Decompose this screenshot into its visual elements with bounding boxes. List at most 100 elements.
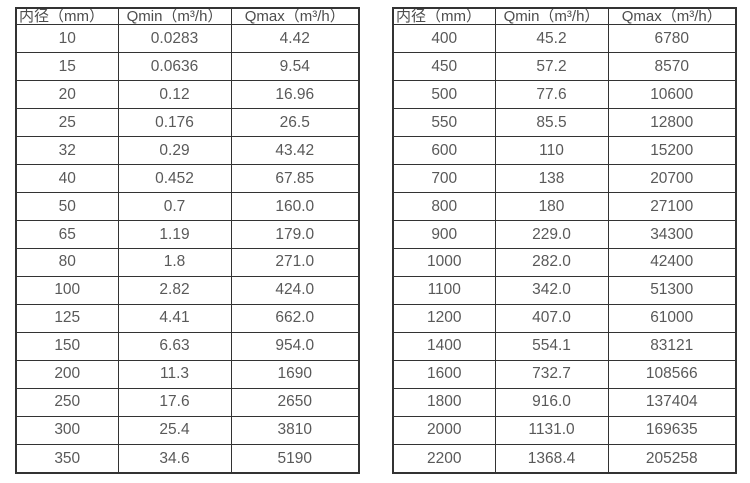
diameter-cell: 10 — [15, 24, 119, 53]
diameter-cell: 800 — [392, 191, 496, 221]
qmin-cell: 342.0 — [494, 275, 609, 305]
table-row: 1200 407.0 61000 — [392, 303, 737, 333]
table-body: 400 45.2 6780 450 57.2 8570 500 77.6 10600 550 85.… — [392, 24, 737, 474]
table-row: 550 85.5 12800 — [392, 107, 737, 137]
diameter-cell: 1400 — [392, 331, 496, 361]
diameter-cell: 100 — [15, 275, 119, 305]
qmin-cell: 110 — [494, 135, 609, 165]
qmax-cell: 424.0 — [230, 275, 360, 305]
flow-spec-table-small-diameters: 内径（mm） Qmin（m³/h） Qmax（m³/h） 10 0.0283 4.4… — [15, 7, 360, 474]
qmax-cell: 43.42 — [230, 135, 360, 165]
qmin-cell: 0.29 — [117, 135, 232, 165]
qmin-cell: 0.7 — [117, 191, 232, 221]
table-row: 10 0.0283 4.42 — [15, 24, 360, 53]
table-row: 900 229.0 34300 — [392, 219, 737, 249]
table-row: 800 180 27100 — [392, 191, 737, 221]
diameter-cell: 900 — [392, 219, 496, 249]
table-row: 20 0.12 16.96 — [15, 79, 360, 109]
qmax-cell: 42400 — [607, 247, 737, 277]
qmin-cell: 34.6 — [117, 443, 232, 474]
table-row: 1100 342.0 51300 — [392, 275, 737, 305]
diameter-cell: 65 — [15, 219, 119, 249]
column-header-qmin: Qmin（m³/h） — [494, 7, 609, 25]
header-row: 内径（mm） Qmin（m³/h） Qmax（m³/h） — [392, 7, 737, 25]
qmin-cell: 25.4 — [117, 415, 232, 445]
qmax-cell: 662.0 — [230, 303, 360, 333]
qmin-cell: 554.1 — [494, 331, 609, 361]
table-row: 1400 554.1 83121 — [392, 331, 737, 361]
table-row: 2000 1131.0 169635 — [392, 415, 737, 445]
qmin-cell: 180 — [494, 191, 609, 221]
table-row: 32 0.29 43.42 — [15, 135, 360, 165]
column-header-diameter: 内径（mm） — [392, 7, 496, 25]
table-row: 40 0.452 67.85 — [15, 163, 360, 193]
diameter-cell: 150 — [15, 331, 119, 361]
table-row: 700 138 20700 — [392, 163, 737, 193]
table-row: 400 45.2 6780 — [392, 24, 737, 53]
column-header-qmax: Qmax（m³/h） — [607, 7, 737, 25]
diameter-cell: 1000 — [392, 247, 496, 277]
column-header-qmax: Qmax（m³/h） — [230, 7, 360, 25]
qmax-cell: 137404 — [607, 387, 737, 417]
qmin-cell: 77.6 — [494, 79, 609, 109]
diameter-cell: 200 — [15, 359, 119, 389]
qmin-cell: 1.19 — [117, 219, 232, 249]
diameter-cell: 1600 — [392, 359, 496, 389]
qmax-cell: 20700 — [607, 163, 737, 193]
flow-spec-table-large-diameters: 内径（mm） Qmin（m³/h） Qmax（m³/h） 400 45.2 6780… — [392, 7, 737, 474]
header-row: 内径（mm） Qmin（m³/h） Qmax（m³/h） — [15, 7, 360, 25]
qmin-cell: 17.6 — [117, 387, 232, 417]
diameter-cell: 20 — [15, 79, 119, 109]
qmin-cell: 138 — [494, 163, 609, 193]
diameter-cell: 2000 — [392, 415, 496, 445]
qmax-cell: 160.0 — [230, 191, 360, 221]
qmax-cell: 12800 — [607, 107, 737, 137]
qmin-cell: 0.452 — [117, 163, 232, 193]
diameter-cell: 1200 — [392, 303, 496, 333]
qmin-cell: 0.0283 — [117, 24, 232, 53]
qmax-cell: 15200 — [607, 135, 737, 165]
qmin-cell: 1.8 — [117, 247, 232, 277]
diameter-cell: 40 — [15, 163, 119, 193]
table-row: 450 57.2 8570 — [392, 51, 737, 81]
qmin-cell: 4.41 — [117, 303, 232, 333]
table-row: 1000 282.0 42400 — [392, 247, 737, 277]
qmin-cell: 0.12 — [117, 79, 232, 109]
qmax-cell: 61000 — [607, 303, 737, 333]
diameter-cell: 600 — [392, 135, 496, 165]
qmax-cell: 8570 — [607, 51, 737, 81]
table-row: 150 6.63 954.0 — [15, 331, 360, 361]
table-body: 10 0.0283 4.42 15 0.0636 9.54 20 0.12 16.96 25 0.1… — [15, 24, 360, 474]
qmin-cell: 1368.4 — [494, 443, 609, 474]
qmax-cell: 3810 — [230, 415, 360, 445]
diameter-cell: 300 — [15, 415, 119, 445]
table-row: 500 77.6 10600 — [392, 79, 737, 109]
diameter-cell: 550 — [392, 107, 496, 137]
table-row: 1800 916.0 137404 — [392, 387, 737, 417]
qmax-cell: 271.0 — [230, 247, 360, 277]
qmin-cell: 85.5 — [494, 107, 609, 137]
table-row: 1600 732.7 108566 — [392, 359, 737, 389]
qmax-cell: 6780 — [607, 24, 737, 53]
qmin-cell: 57.2 — [494, 51, 609, 81]
table-row: 250 17.6 2650 — [15, 387, 360, 417]
qmax-cell: 179.0 — [230, 219, 360, 249]
table-row: 300 25.4 3810 — [15, 415, 360, 445]
qmin-cell: 0.176 — [117, 107, 232, 137]
qmax-cell: 27100 — [607, 191, 737, 221]
qmax-cell: 34300 — [607, 219, 737, 249]
table-row: 80 1.8 271.0 — [15, 247, 360, 277]
diameter-cell: 32 — [15, 135, 119, 165]
qmax-cell: 16.96 — [230, 79, 360, 109]
qmin-cell: 229.0 — [494, 219, 609, 249]
qmin-cell: 11.3 — [117, 359, 232, 389]
diameter-cell: 400 — [392, 24, 496, 53]
qmin-cell: 407.0 — [494, 303, 609, 333]
diameter-cell: 450 — [392, 51, 496, 81]
column-header-diameter: 内径（mm） — [15, 7, 119, 25]
qmax-cell: 10600 — [607, 79, 737, 109]
diameter-cell: 250 — [15, 387, 119, 417]
qmax-cell: 67.85 — [230, 163, 360, 193]
qmax-cell: 205258 — [607, 443, 737, 474]
